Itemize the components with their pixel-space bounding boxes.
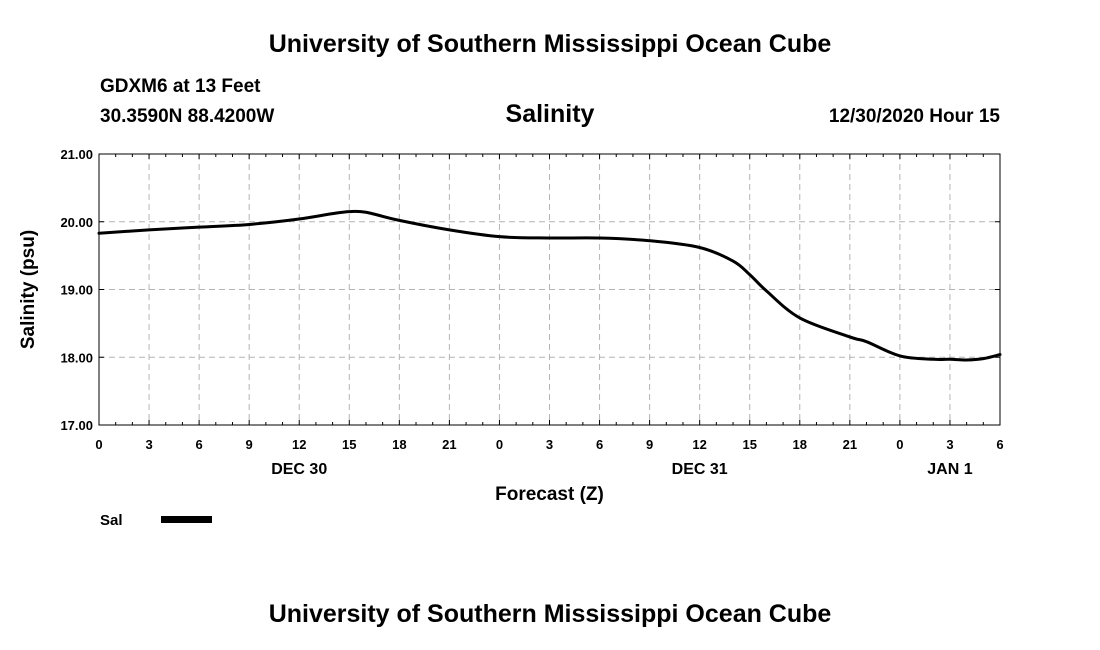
x-tick-label: 0 xyxy=(95,437,102,452)
footer-title: University of Southern Mississippi Ocean… xyxy=(268,600,832,628)
x-axis-label: Forecast (Z) xyxy=(495,484,604,505)
x-tick-label: 12 xyxy=(692,437,706,452)
x-tick-label: 0 xyxy=(496,437,503,452)
page-title: University of Southern Mississippi Ocean… xyxy=(268,30,832,58)
x-tick-label: 18 xyxy=(392,437,406,452)
station-label: GDXM6 at 13 Feet xyxy=(100,76,261,97)
date-label: DEC 30 xyxy=(271,461,327,478)
y-tick-label: 17.00 xyxy=(60,418,93,433)
x-tick-label: 3 xyxy=(546,437,553,452)
forecast-datetime: 12/30/2020 Hour 15 xyxy=(828,106,1000,127)
y-tick-label: 18.00 xyxy=(60,350,93,365)
x-tick-label: 3 xyxy=(145,437,152,452)
series-line-sal xyxy=(97,209,1002,362)
x-tick-label: 18 xyxy=(793,437,807,452)
x-tick-label: 9 xyxy=(246,437,253,452)
x-tick-label: 21 xyxy=(442,437,456,452)
y-tick-label: 19.00 xyxy=(60,283,93,298)
coordinates-label: 30.3590N 88.4200W xyxy=(100,106,275,127)
date-label: JAN 1 xyxy=(927,461,972,478)
label-layer: 0 3 6 9 12 15 18 21 0 3 6 9 12 15 18 21 0 3 6 17.00 18.00 19.… xyxy=(60,147,1003,478)
x-tick-label: 3 xyxy=(946,437,953,452)
y-tick-label: 21.00 xyxy=(60,147,93,162)
x-tick-label: 0 xyxy=(896,437,903,452)
x-tick-label: 9 xyxy=(646,437,653,452)
date-label: DEC 31 xyxy=(672,461,728,478)
x-tick-label: 6 xyxy=(596,437,603,452)
chart-title: Salinity xyxy=(505,100,595,128)
x-tick-label: 21 xyxy=(843,437,857,452)
x-tick-label: 6 xyxy=(996,437,1003,452)
x-tick-label: 12 xyxy=(292,437,306,452)
y-tick-label: 20.00 xyxy=(60,215,93,230)
x-tick-label: 15 xyxy=(742,437,756,452)
grid-layer xyxy=(99,154,1000,425)
plot-frame xyxy=(98,153,1001,426)
x-tick-label: 6 xyxy=(195,437,202,452)
x-tick-label: 15 xyxy=(342,437,356,452)
legend-swatch xyxy=(161,516,212,523)
y-axis-label: Salinity (psu) xyxy=(18,230,39,349)
legend-label: Sal xyxy=(100,512,123,529)
